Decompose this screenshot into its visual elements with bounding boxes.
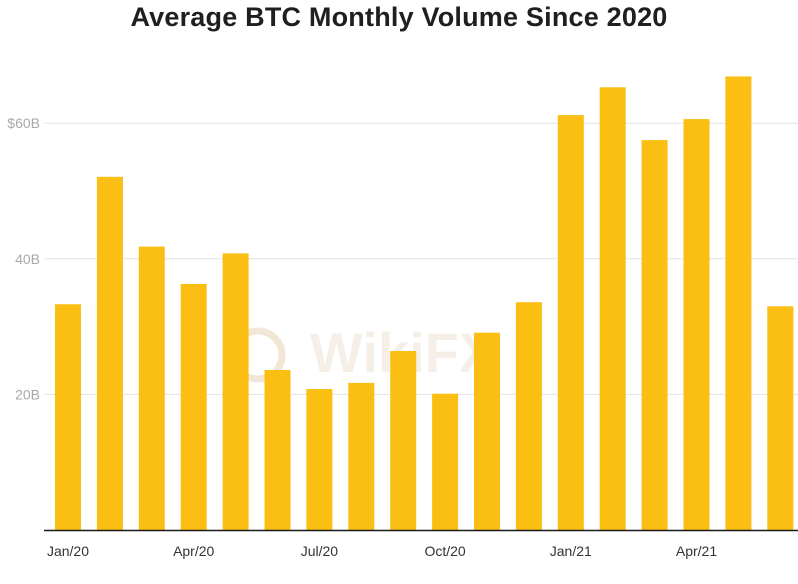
bar-may-20: [222, 253, 249, 530]
bar-feb-21: [599, 87, 626, 531]
bar-jun-20: [264, 370, 291, 530]
x-tick-label: Oct/20: [424, 543, 465, 559]
x-tick-label: Apr/21: [676, 543, 717, 559]
y-tick-label: $60B: [7, 115, 40, 131]
bar-feb-20: [96, 176, 123, 531]
bar-may-21: [725, 76, 752, 531]
y-tick-label: 40B: [15, 251, 40, 267]
x-tick-label: Jan/20: [47, 543, 89, 559]
y-tick-label: 20B: [15, 386, 40, 402]
bar-sep-20: [390, 351, 417, 530]
x-tick-label: Jan/21: [550, 543, 592, 559]
chart-title: Average BTC Monthly Volume Since 2020: [130, 2, 668, 32]
x-tick-label: Apr/20: [173, 543, 214, 559]
gridlines: [44, 122, 798, 395]
bar-jan-20: [55, 304, 81, 530]
bar-nov-20: [474, 332, 500, 530]
bar-jul-20: [306, 389, 333, 530]
bar-apr-21: [683, 119, 710, 530]
bar-mar-20: [138, 246, 165, 530]
x-axis-ticks: Jan/20 Apr/20 Jul/20 Oct/20 Jan/21 Apr/21: [47, 543, 717, 559]
bar-jan-21: [557, 115, 584, 530]
bar-apr-20: [180, 283, 207, 530]
bar-oct-20: [432, 393, 459, 530]
bar-dec-20: [515, 302, 542, 530]
bar-jun-21: [767, 306, 794, 530]
x-tick-label: Jul/20: [301, 543, 339, 559]
bar-aug-20: [348, 382, 375, 530]
bars: [55, 76, 794, 531]
y-axis-ticks: 20B 40B $60B: [7, 115, 40, 402]
bar-mar-21: [641, 140, 668, 530]
